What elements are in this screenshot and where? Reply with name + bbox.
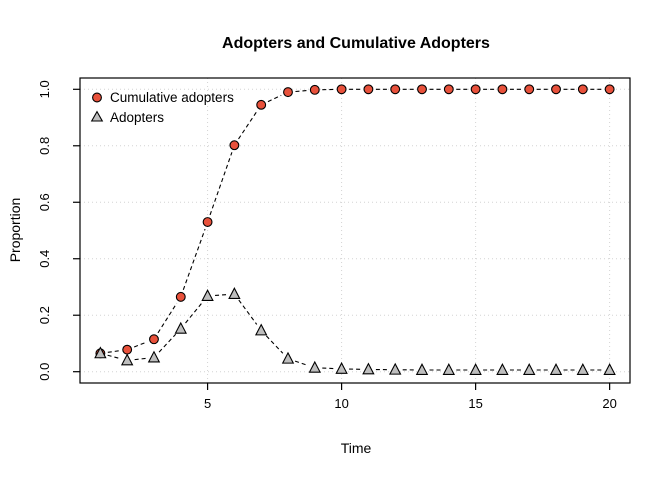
data-point-adopters	[308, 360, 322, 373]
data-point-cumulative-adopters	[417, 84, 427, 95]
series-layer	[94, 84, 616, 375]
series-line-segment	[267, 94, 282, 103]
series-line-segment	[185, 301, 204, 324]
data-point-cumulative-adopters	[336, 84, 347, 95]
data-point-adopters	[362, 362, 375, 375]
series-line-segment	[133, 341, 148, 348]
grid-layer	[80, 78, 630, 383]
series-line-segment	[134, 357, 147, 361]
series-line-segment	[107, 350, 120, 353]
axis-layer: 5 10 15 20 0.0 0.2 0.4 0.6 0.8 1.0	[37, 80, 617, 411]
legend-label-cumulative-adopters: Cumulative adopters	[110, 90, 234, 105]
y-tick-label: 0.0	[37, 363, 52, 381]
series-line-segment	[157, 302, 178, 334]
data-point-cumulative-adopters	[524, 84, 535, 95]
series-line-segment	[238, 110, 258, 140]
data-point-adopters	[603, 363, 616, 375]
data-point-adopters	[201, 289, 214, 301]
data-point-adopters	[415, 363, 429, 375]
x-tick-label: 15	[468, 396, 482, 411]
y-tick-label: 1.0	[37, 80, 52, 98]
data-point-adopters	[174, 321, 187, 334]
data-point-cumulative-adopters	[470, 84, 481, 95]
y-tick-label: 0.2	[37, 306, 52, 324]
data-point-adopters	[388, 362, 402, 375]
data-point-cumulative-adopters	[256, 99, 267, 110]
legend-label-adopters: Adopters	[110, 110, 164, 125]
data-point-adopters	[442, 363, 456, 375]
y-tick-label: 0.8	[37, 137, 52, 155]
chart-title: Adopters and Cumulative Adopters	[222, 35, 490, 52]
y-tick-label: 0.4	[37, 250, 52, 268]
x-tick-label: 20	[602, 396, 616, 411]
data-point-adopters	[228, 287, 241, 299]
data-point-cumulative-adopters	[551, 84, 561, 95]
series-line-segment	[265, 335, 284, 354]
series-line-segment	[158, 333, 177, 353]
series-line-segment	[182, 228, 206, 290]
data-point-adopters	[94, 346, 107, 359]
y-tick-label: 0.6	[37, 193, 52, 211]
legend-marker-triangle-icon	[90, 110, 104, 122]
data-point-cumulative-adopters	[363, 84, 374, 95]
data-point-adopters	[120, 353, 134, 366]
data-point-adopters	[523, 363, 536, 375]
data-point-adopters	[254, 323, 268, 336]
data-point-cumulative-adopters	[577, 84, 588, 95]
data-point-cumulative-adopters	[229, 140, 240, 151]
data-point-adopters	[469, 363, 482, 375]
x-tick-label: 5	[204, 396, 211, 411]
data-point-cumulative-adopters	[443, 84, 454, 95]
series-line-segment	[238, 299, 258, 325]
data-point-cumulative-adopters	[175, 291, 186, 302]
data-point-adopters	[335, 361, 348, 374]
series-line-segment	[294, 360, 308, 366]
series-line-segment	[209, 152, 233, 216]
data-point-adopters	[576, 363, 590, 375]
x-axis-label: Time	[341, 440, 372, 456]
data-point-cumulative-adopters	[390, 84, 401, 95]
x-tick-label: 10	[334, 396, 348, 411]
data-point-cumulative-adopters	[149, 334, 159, 345]
data-point-cumulative-adopters	[122, 344, 133, 355]
series-line-segment	[215, 294, 227, 297]
series-line-segment	[107, 354, 121, 360]
data-point-adopters	[496, 363, 509, 375]
data-point-adopters	[281, 351, 295, 364]
data-point-cumulative-adopters	[604, 84, 615, 95]
data-point-cumulative-adopters	[497, 84, 508, 95]
legend: Cumulative adopters Adopters	[90, 90, 234, 125]
plot-border	[79, 77, 631, 384]
data-point-cumulative-adopters	[283, 87, 293, 98]
y-axis-label: Proportion	[7, 198, 23, 263]
data-point-cumulative-adopters	[309, 84, 320, 95]
series-line-segment	[295, 89, 308, 93]
legend-marker-circle-icon	[92, 92, 102, 103]
data-point-adopters	[147, 350, 161, 363]
data-point-cumulative-adopters	[202, 217, 213, 227]
data-point-adopters	[549, 363, 563, 375]
